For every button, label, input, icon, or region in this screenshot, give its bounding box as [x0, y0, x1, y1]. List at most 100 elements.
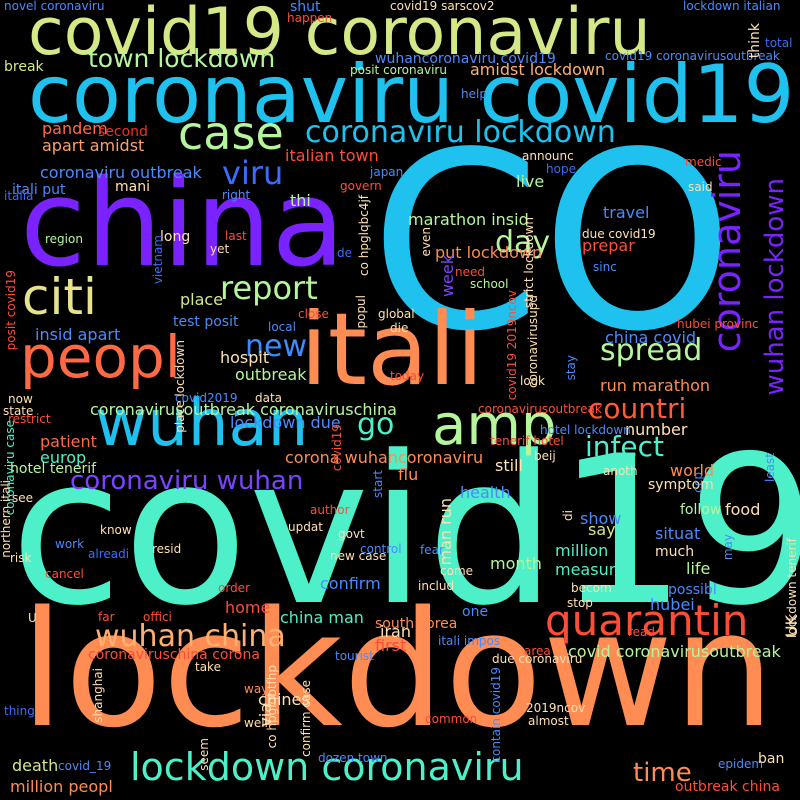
word-resid: resid — [152, 542, 182, 556]
word-flu: flu — [398, 465, 419, 484]
word-iran: iran — [380, 622, 411, 641]
word-hospit: hospit — [220, 348, 270, 367]
word-town-lockdown: town lockdown — [88, 44, 276, 73]
word-china-covid: china covid — [605, 328, 697, 347]
word-patient: patient — [40, 432, 97, 451]
word-covid2019: covid2019 — [175, 391, 238, 405]
word-corona-wuhancoronaviru: corona wuhancoronaviru — [285, 448, 484, 467]
word-almost: almost — [528, 714, 569, 728]
word-common: common — [425, 712, 478, 726]
word-one: one — [462, 604, 489, 620]
word-million: million — [555, 541, 609, 560]
word-outbreak-china: outbreak china — [675, 779, 780, 795]
word-area: area — [524, 644, 551, 658]
word-possibl: possibl — [668, 582, 717, 598]
word-need: need — [455, 265, 485, 279]
word-medic: medic — [685, 155, 722, 169]
word-govt: govt — [338, 527, 365, 541]
word-million-peopl: million peopl — [10, 777, 113, 796]
word-wuhan-china: wuhan china — [95, 619, 286, 654]
word-hubei-provinc: hubei provinc — [677, 317, 759, 331]
word-spread: spread — [600, 333, 703, 368]
word-come: come — [440, 564, 474, 578]
word-offici: offici — [143, 610, 172, 624]
word-covid19-sarscov2: covid19 sarscov2 — [390, 0, 495, 13]
word-shanghai: shanghai — [91, 668, 105, 723]
word-coronaviru-covid19: coronaviru covid19 — [28, 48, 795, 141]
word-covid-19: covid_19 — [58, 759, 112, 773]
word-u: U — [28, 611, 37, 625]
word-confirm: confirm — [320, 574, 381, 593]
word-marathon-insid: marathon insid — [408, 210, 529, 229]
word-sinc: sinc — [593, 260, 617, 274]
word-due-covid19: due covid19 — [582, 227, 656, 241]
word-global: global — [378, 307, 415, 321]
word-new-case: new case — [330, 549, 387, 563]
word-region: region — [45, 232, 83, 246]
word-may: may — [721, 534, 735, 561]
word-author: author — [310, 503, 350, 517]
word-situat: situat — [655, 524, 701, 543]
word-read: read — [628, 625, 656, 639]
word-vietnam: vietnam — [151, 235, 165, 285]
word-yet: yet — [210, 242, 230, 256]
word-work: work — [55, 537, 85, 551]
word-outbreak: outbreak — [235, 365, 307, 384]
word-popul: popul — [354, 295, 368, 329]
word-covid19-coronaviru: covid19 coronaviru — [28, 0, 651, 70]
word-hotel-lockdown: hotel lockdown — [540, 423, 631, 437]
word-stop: stop — [567, 596, 593, 610]
word-food: food — [725, 500, 761, 519]
word-japan: japan — [370, 165, 404, 179]
word-run-marathon: run marathon — [600, 376, 711, 395]
word-said: said — [688, 180, 713, 194]
word-know: know — [100, 523, 132, 537]
word-help: help — [461, 87, 487, 101]
word-way: way — [244, 682, 269, 696]
word-coronaviruschina-corona: coronaviruschina corona — [88, 647, 260, 663]
word-second: second — [98, 124, 148, 140]
word-cancel: cancel — [45, 567, 84, 581]
word-coronaviru-wuhan: coronaviru wuhan — [70, 466, 304, 496]
word-stay: stay — [564, 355, 578, 381]
word-coronavirusoutbreak-coronaviruschina: coronavirusoutbreak coronaviruschina — [90, 400, 397, 419]
word-pandem: pandem — [42, 119, 108, 138]
word-itali: itali — [300, 291, 484, 408]
word-death: death — [12, 756, 59, 775]
word-covid19: covid19 — [10, 413, 800, 651]
word-covid19-2019ncov: covid19 2019ncov — [505, 290, 519, 401]
word-peopl: peopl — [20, 323, 181, 391]
word-italia: italia — [4, 189, 34, 203]
word-travel: travel — [603, 203, 650, 222]
word-new: new — [245, 329, 308, 364]
word-novel-coronaviru: novel coronaviru — [4, 0, 105, 13]
word-live: live — [516, 172, 545, 191]
word-alreadi: alreadi — [88, 547, 130, 561]
word-covid19: covid19 — [330, 424, 344, 472]
word-home: home — [225, 598, 271, 617]
word-see: see — [12, 491, 34, 505]
word-fear: fear — [420, 543, 444, 557]
word-chines: chines — [258, 690, 310, 709]
word-local: local — [268, 320, 296, 334]
word-viru: viru — [222, 154, 284, 192]
word-risk: risk — [10, 551, 32, 565]
word-wuhan: wuhan — [95, 387, 309, 461]
word-place: place — [180, 290, 224, 309]
word-epidem: epidem — [718, 757, 764, 771]
word-last: last — [225, 229, 247, 243]
word-thi: thi — [290, 191, 311, 210]
word-posit-coronaviru: posit coronaviru — [350, 63, 447, 77]
word-mani: mani — [115, 179, 150, 195]
word-prepar: prepar — [582, 236, 635, 255]
word-ban: ban — [758, 751, 785, 767]
word-lockdown: lockdown — [20, 576, 775, 763]
word-posit-covid19: posit covid19 — [4, 270, 18, 351]
word-school: school — [470, 277, 509, 291]
word-life: life — [686, 559, 711, 578]
word-long: long — [160, 229, 191, 245]
word-italian-town: italian town — [285, 146, 379, 165]
word-hotel-tenerif: hotel tenerif — [10, 461, 97, 477]
word-co: CO — [370, 100, 734, 385]
